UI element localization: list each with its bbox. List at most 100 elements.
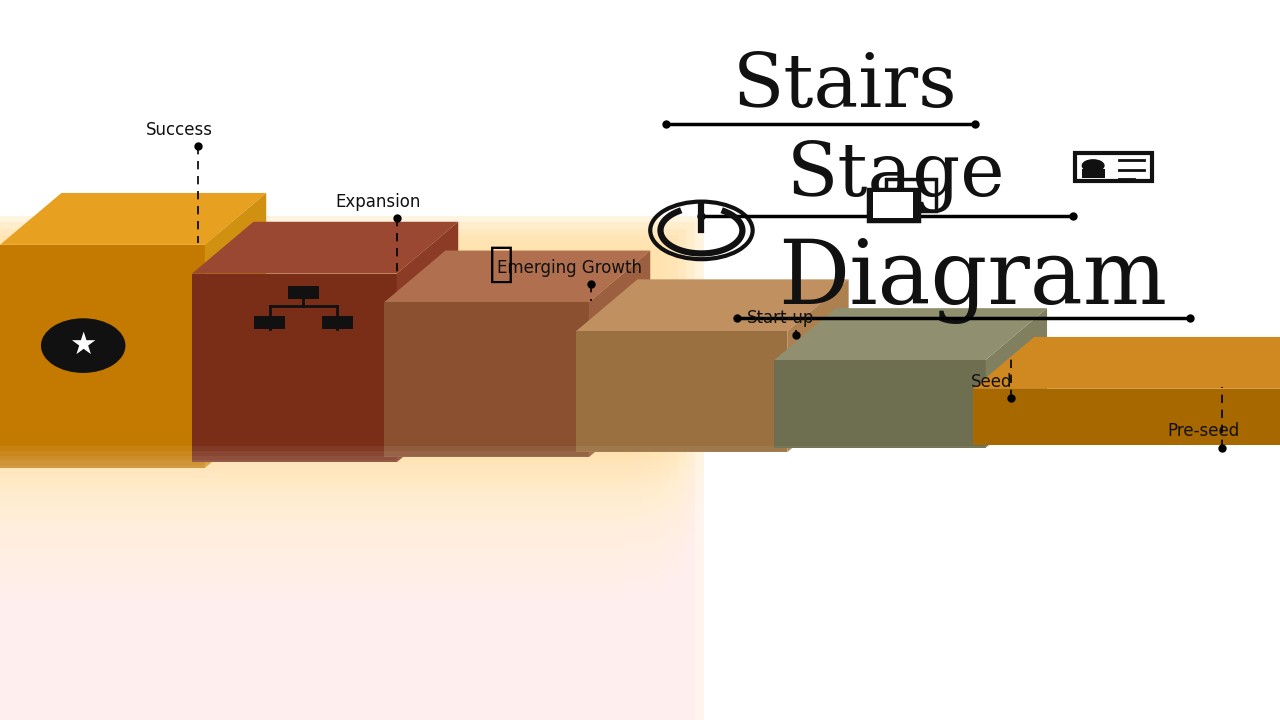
Bar (0, 483, 1280, 720)
Bar (0, 411, 431, 720)
Bar (0, 348, 520, 720)
Bar (0, 374, 484, 720)
Bar (0, 683, 52, 720)
Bar (0, 330, 545, 720)
Bar (0, 638, 114, 720)
Polygon shape (0, 245, 205, 468)
Bar (0, 588, 1280, 720)
Bar (0, 642, 1280, 720)
Bar (0, 235, 677, 720)
Bar (0, 500, 308, 720)
Bar (0, 424, 413, 720)
Bar (0, 552, 1280, 720)
Bar (0, 569, 211, 720)
Bar (0, 355, 511, 720)
Bar (0, 493, 317, 720)
Bar (0, 606, 1280, 720)
FancyBboxPatch shape (868, 189, 919, 221)
Bar (0, 575, 202, 720)
Bar (255, 316, 285, 329)
Bar (0, 304, 581, 720)
Polygon shape (973, 389, 1280, 445)
Bar (0, 593, 1280, 720)
Bar (0, 556, 1280, 720)
Bar (0, 342, 529, 720)
Polygon shape (384, 251, 650, 302)
Bar (0, 570, 1280, 720)
FancyBboxPatch shape (886, 179, 937, 211)
Bar (0, 449, 379, 720)
Bar (0, 542, 1280, 720)
Bar (0, 525, 273, 720)
Bar (0, 474, 1280, 720)
Bar (0, 702, 1280, 720)
Bar (0, 697, 1280, 720)
Bar (0, 550, 238, 720)
Bar (0, 519, 1280, 720)
Polygon shape (576, 331, 787, 452)
Bar (0, 629, 1280, 720)
Bar (0, 582, 193, 720)
Bar (0, 670, 1280, 720)
Text: Seed: Seed (972, 373, 1012, 390)
Bar (0, 601, 1280, 720)
Bar (0, 524, 1280, 720)
Bar (0, 405, 440, 720)
Polygon shape (0, 193, 266, 245)
Bar (0, 714, 9, 720)
Polygon shape (205, 193, 266, 468)
Bar (0, 716, 1280, 720)
Bar (0, 579, 1280, 720)
Bar (0, 254, 652, 720)
Bar (0, 481, 334, 720)
Bar (0, 711, 1280, 720)
Bar (0, 606, 159, 720)
Bar (0, 317, 563, 720)
Bar (0, 248, 660, 720)
Bar (0, 620, 1280, 720)
Polygon shape (986, 308, 1047, 448)
Bar (0, 222, 695, 720)
Bar (0, 665, 1280, 720)
Bar (0, 657, 88, 720)
Bar (0, 418, 422, 720)
Bar (0, 560, 1280, 720)
Text: Emerging Growth: Emerging Growth (497, 258, 643, 276)
Bar (0, 663, 79, 720)
Bar (0, 594, 177, 720)
Circle shape (1082, 159, 1105, 172)
Bar (0, 273, 625, 720)
Bar (0, 279, 616, 720)
Text: ★: ★ (69, 331, 97, 360)
Bar (0, 528, 1280, 720)
Bar (0, 518, 282, 720)
Polygon shape (589, 251, 650, 457)
FancyBboxPatch shape (1075, 153, 1152, 181)
Bar (0, 538, 1280, 720)
Bar (0, 505, 1280, 720)
Bar (0, 462, 361, 720)
Bar (0, 531, 264, 720)
Bar (0, 436, 396, 720)
Bar (0, 487, 325, 720)
Bar (0, 241, 669, 720)
Bar (0, 556, 229, 720)
Polygon shape (787, 279, 849, 452)
Polygon shape (384, 302, 589, 457)
Polygon shape (576, 279, 849, 331)
Bar (0, 688, 1280, 720)
Bar (0, 544, 246, 720)
Bar (0, 399, 449, 720)
Bar (0, 624, 1280, 720)
Bar (0, 613, 150, 720)
Bar (0, 562, 220, 720)
Bar (0, 647, 1280, 720)
Bar (0, 661, 1280, 720)
Bar (0, 468, 352, 720)
Bar (0, 651, 97, 720)
Text: 🚀: 🚀 (489, 243, 515, 284)
Polygon shape (774, 360, 986, 448)
Text: Stairs: Stairs (732, 50, 957, 123)
Bar (0, 638, 1280, 720)
Bar (0, 600, 168, 720)
